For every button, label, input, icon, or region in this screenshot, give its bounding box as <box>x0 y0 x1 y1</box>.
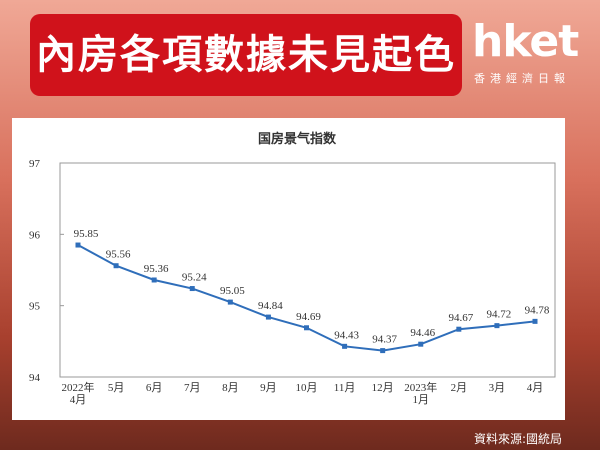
x-tick-label: 2月 <box>451 382 468 394</box>
x-tick-label: 4月 <box>527 382 544 394</box>
x-tick-label: 2023年 1月 <box>404 380 437 406</box>
brand-subtitle: 香港經濟日報 <box>474 72 570 85</box>
point-marker <box>342 343 348 349</box>
x-tick-label: 11月 <box>334 382 356 394</box>
data-label: 94.69 <box>296 311 321 323</box>
data-label: 94.84 <box>258 300 283 312</box>
y-tick-label: 95 <box>29 301 41 313</box>
data-label: 95.24 <box>182 272 207 284</box>
x-tick-label: 7月 <box>184 382 201 394</box>
x-tick-label: 3月 <box>489 382 506 394</box>
plot-frame <box>59 162 556 378</box>
data-label: 95.05 <box>220 285 245 297</box>
point-marker <box>456 326 462 332</box>
x-tick-label: 2022年 4月 <box>62 380 95 406</box>
point-marker <box>380 348 386 354</box>
point-marker <box>189 286 195 292</box>
x-tick-label: 9月 <box>260 382 277 394</box>
data-label: 94.72 <box>487 309 512 321</box>
x-tick-label: 8月 <box>222 382 239 394</box>
x-tick-label: 6月 <box>146 382 163 394</box>
brand-logo: hket <box>472 16 579 67</box>
x-tick-label: 10月 <box>296 382 318 394</box>
x-tick-label: 5月 <box>108 382 125 394</box>
data-label: 94.78 <box>525 304 550 316</box>
point-marker <box>75 242 81 248</box>
data-label: 95.56 <box>106 249 131 261</box>
data-label: 94.43 <box>334 329 359 341</box>
headline: 內房各項數據未見起色 <box>30 14 462 96</box>
chart-title: 国房景气指数 <box>258 131 337 147</box>
point-marker <box>418 341 424 347</box>
data-label: 95.36 <box>144 263 169 275</box>
source-note: 資料來源:國統局 <box>473 432 562 446</box>
data-label: 94.37 <box>372 334 397 346</box>
chart: 国房景气指数 94 95 96 97 2022年 4月 5月 6月 7月 8月 9月 10月 11月 12… <box>29 131 556 406</box>
data-label: 95.85 <box>74 228 99 240</box>
point-marker <box>304 325 309 331</box>
data-label: 94.67 <box>448 312 473 324</box>
series-line <box>77 244 536 352</box>
y-tick-label: 97 <box>29 158 41 170</box>
y-tick-label: 96 <box>29 229 41 241</box>
point-marker <box>113 263 119 269</box>
x-tick-label: 12月 <box>372 382 394 394</box>
point-marker <box>265 314 271 320</box>
point-marker <box>494 323 500 329</box>
point-marker <box>151 277 157 283</box>
y-tick-label: 94 <box>29 372 41 384</box>
point-marker <box>532 318 538 324</box>
chart-panel: 国房景气指数 94 95 96 97 2022年 4月 5月 6月 7月 8月 9月 10月 11月 12… <box>12 118 565 420</box>
point-marker <box>227 299 233 305</box>
data-label: 94.46 <box>410 327 435 339</box>
